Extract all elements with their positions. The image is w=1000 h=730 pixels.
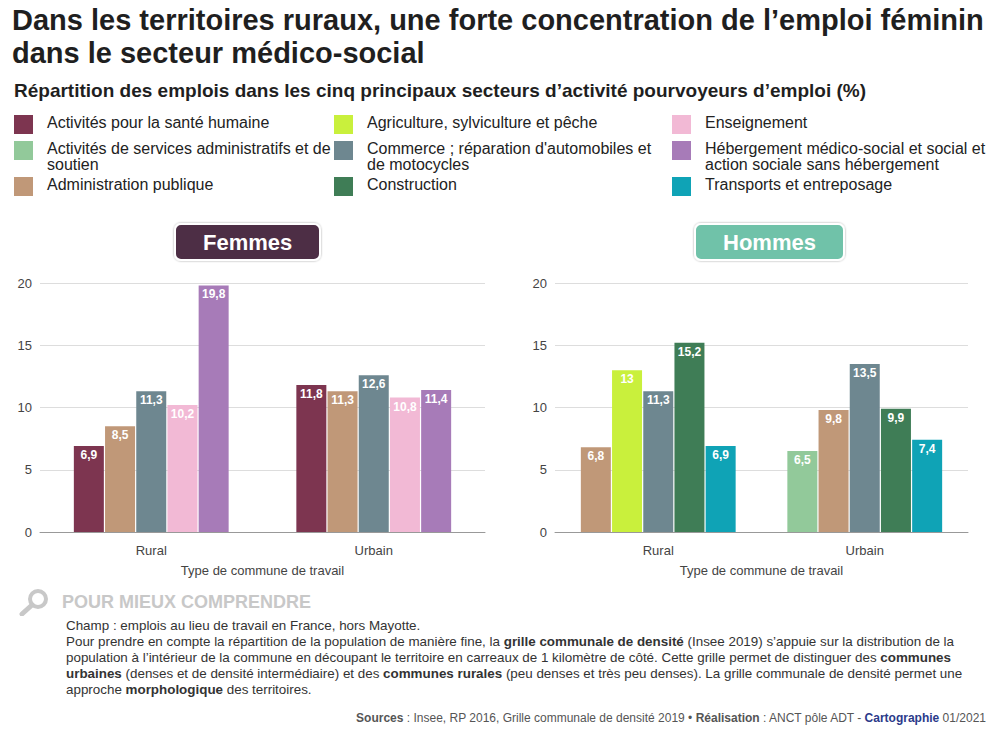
svg-text:10: 10 <box>18 400 32 415</box>
svg-text:10: 10 <box>533 400 547 415</box>
html-text:Agriculture, sylviculture et p: Agriculture, sylviculture et pêche <box>367 114 598 131</box>
svg-text:19,8: 19,8 <box>202 287 226 301</box>
svg-text:0: 0 <box>540 525 547 540</box>
svg-text:15: 15 <box>533 338 547 353</box>
html-text:Répartition des emplois dans l: Répartition des emplois dans les cinq pr… <box>14 80 867 101</box>
html-text:Enseignement: Enseignement <box>705 114 808 131</box>
svg-text:20: 20 <box>18 276 32 291</box>
html-text:Construction: Construction <box>367 176 457 193</box>
svg-text:15,2: 15,2 <box>678 345 702 359</box>
html-text:Hébergement médico-social et s: Hébergement médico-social et social et a… <box>705 140 986 173</box>
html-text:Pour prendre en compte la répa: Pour prendre en compte la répartition de… <box>66 634 963 697</box>
svg-text:Urbain: Urbain <box>355 543 393 558</box>
svg-text:11,8: 11,8 <box>300 387 323 401</box>
svg-text:9,8: 9,8 <box>825 412 842 426</box>
svg-text:10,2: 10,2 <box>171 407 195 421</box>
svg-text:10,8: 10,8 <box>393 400 417 414</box>
svg-text:5: 5 <box>25 462 32 477</box>
svg-text:Urbain: Urbain <box>846 543 884 558</box>
svg-text:Type de commune de travail: Type de commune de travail <box>181 563 344 578</box>
svg-text:Femmes: Femmes <box>203 230 292 255</box>
html-text:Activités pour la santé humain: Activités pour la santé humaine <box>47 114 270 131</box>
svg-text:7,4: 7,4 <box>919 442 936 456</box>
svg-text:11,3: 11,3 <box>647 393 670 407</box>
svg-text:13: 13 <box>620 372 634 386</box>
svg-text:11,3: 11,3 <box>140 393 163 407</box>
svg-text:6,9: 6,9 <box>712 448 729 462</box>
svg-text:Type de commune de travail: Type de commune de travail <box>680 563 843 578</box>
svg-text:11,3: 11,3 <box>331 393 354 407</box>
html-text:Activités de services administ: Activités de services administratifs et … <box>47 140 331 173</box>
svg-text:13,5: 13,5 <box>853 366 877 380</box>
svg-text:6,8: 6,8 <box>588 449 605 463</box>
html-text:Champ : emplois au lieu de tra: Champ : emplois au lieu de travail en Fr… <box>66 618 421 633</box>
html-text:Administration publique: Administration publique <box>47 176 214 193</box>
svg-text:11,4: 11,4 <box>425 392 448 406</box>
svg-text:6,5: 6,5 <box>794 453 811 467</box>
svg-text:8,5: 8,5 <box>112 428 129 442</box>
svg-text:6,9: 6,9 <box>81 448 98 462</box>
svg-text:Rural: Rural <box>643 543 674 558</box>
html-text:Transports et entreposage: Transports et entreposage <box>705 176 893 193</box>
html-text:POUR MIEUX COMPRENDRE: POUR MIEUX COMPRENDRE <box>62 591 311 612</box>
svg-text:9,9: 9,9 <box>888 411 905 425</box>
svg-text:Rural: Rural <box>136 543 167 558</box>
svg-text:0: 0 <box>25 525 32 540</box>
svg-text:20: 20 <box>533 276 547 291</box>
svg-text:Hommes: Hommes <box>723 230 816 255</box>
svg-text:5: 5 <box>540 462 547 477</box>
html-text:Dans les territoires ruraux, u: Dans les territoires ruraux, une forte c… <box>12 4 984 69</box>
svg-text:15: 15 <box>18 338 32 353</box>
html-text:Commerce ; réparation d'automo: Commerce ; réparation d'automobiles et d… <box>367 140 652 173</box>
html-text:Sources: Insee, RP 2016, Grill: Sources: Insee, RP 2016, Grille communal… <box>356 711 986 725</box>
svg-text:12,6: 12,6 <box>362 377 386 391</box>
